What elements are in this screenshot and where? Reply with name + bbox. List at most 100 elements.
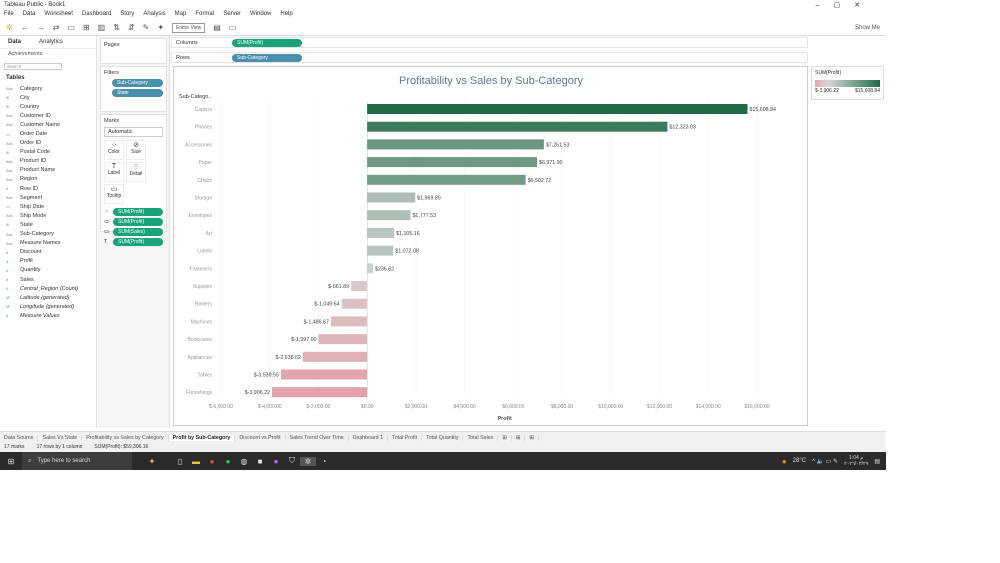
tab-data[interactable]: Data — [8, 39, 22, 45]
datasource-name[interactable]: Achievements — [8, 51, 43, 57]
field-discount[interactable]: # Discount — [6, 248, 90, 257]
bar-furnishings[interactable] — [272, 387, 368, 398]
new-dashboard-icon[interactable]: ⊞ — [512, 434, 526, 441]
field-city[interactable]: ⊕ City — [6, 93, 90, 102]
tray-icons[interactable]: ^ 🔈 ▭ ✎ — [812, 458, 839, 465]
field-sub-category[interactable]: Abc Sub-Category — [6, 230, 90, 239]
field-product-name[interactable]: Abc Product Name — [6, 166, 90, 175]
legend-gradient[interactable] — [815, 80, 880, 87]
sheet-tab-total-profit[interactable]: Total Profit — [388, 434, 423, 441]
menu-map[interactable]: Map — [174, 11, 187, 17]
field-customer-id[interactable]: Abc Customer ID — [6, 111, 90, 120]
field-segment[interactable]: Abc Segment — [6, 193, 90, 202]
sheet-tab-total-quantity[interactable]: Total Quantity — [422, 434, 464, 441]
field-category[interactable]: Abc Category — [6, 84, 90, 93]
menu-server[interactable]: Server — [223, 11, 242, 17]
menu-window[interactable]: Window — [250, 11, 272, 17]
columns-pill[interactable]: SUM(Profit) — [232, 38, 302, 47]
app-icon[interactable]: ● — [273, 456, 279, 466]
bar-phones[interactable] — [367, 121, 668, 132]
field-ship-mode[interactable]: Abc Ship Mode — [6, 211, 90, 220]
menu-story[interactable]: Story — [120, 11, 135, 17]
new-story-icon[interactable]: ⊞ — [525, 434, 539, 441]
task-view-icon[interactable]: ▯ — [177, 456, 183, 466]
mark-type-dropdown[interactable]: Automatic — [104, 127, 163, 137]
rows-pill[interactable]: Sub-Category — [232, 53, 302, 62]
menu-worksheet[interactable]: Worksheet — [44, 11, 73, 17]
bar-paper[interactable] — [367, 157, 538, 168]
pages-shelf[interactable]: Pages — [100, 38, 167, 64]
file-explorer-icon[interactable]: ▬ — [192, 456, 200, 466]
marks-pill[interactable]: SUM(Sales) — [113, 228, 163, 236]
field-longitude-generated-[interactable]: ⊕ Longitude (generated) — [6, 302, 90, 311]
weather-icon[interactable]: ● — [781, 456, 787, 466]
sort-asc-icon[interactable]: ⇅ — [113, 23, 120, 32]
menu-analysis[interactable]: Analysis — [143, 11, 166, 17]
menu-data[interactable]: Data — [22, 11, 36, 17]
field-quantity[interactable]: # Quantity — [6, 266, 90, 275]
bar-machines[interactable] — [330, 316, 368, 327]
window-controls[interactable]: –▢✕ — [815, 2, 874, 9]
bar-binders[interactable] — [341, 298, 368, 309]
field-customer-name[interactable]: Abc Customer Name — [6, 120, 90, 129]
clock[interactable]: 1:04 م ٢٠٢٦/٠٣/٢٩ — [844, 455, 868, 467]
sheet-tab-profitability-vs-sales-by-category[interactable]: Profitability vs Sales by Category — [82, 434, 169, 441]
presentation-icon[interactable]: ▭ — [228, 23, 237, 32]
bar-accessories[interactable] — [367, 139, 544, 150]
undo-icon[interactable]: ← — [20, 23, 29, 32]
filter-pill-sub-category[interactable]: Sub-Category — [112, 79, 163, 87]
bar-art[interactable] — [367, 227, 395, 238]
save-icon[interactable]: ▭ — [67, 23, 75, 32]
fit-dropdown[interactable]: Entire View — [172, 22, 206, 33]
highlight-icon[interactable]: ✎ — [142, 23, 150, 32]
field-state[interactable]: ⊕ State — [6, 220, 90, 229]
field-latitude-generated-[interactable]: ⊕ Latitude (generated) — [6, 293, 90, 302]
windows-start-icon[interactable]: ⊞ — [7, 456, 15, 466]
sheet-tab-sales-vs-state[interactable]: Sales Vs State — [38, 434, 83, 441]
field-postal-code[interactable]: ⊕ Postal Code — [6, 148, 90, 157]
notification-icon[interactable]: ▤ — [874, 458, 880, 465]
field-row-id[interactable]: # Row ID — [6, 184, 90, 193]
bar-fasteners[interactable] — [367, 263, 373, 274]
bar-envelopes[interactable] — [367, 210, 411, 221]
bar-chairs[interactable] — [367, 174, 526, 185]
redo-icon[interactable]: → — [36, 23, 45, 32]
marks-label-button[interactable]: T Label — [104, 162, 124, 182]
show-cards-icon[interactable]: ▤ — [213, 23, 221, 32]
field-search-input[interactable]: Search — [4, 63, 62, 70]
field-ship-date[interactable]: ▭ Ship Date — [6, 202, 90, 211]
bar-appliances[interactable] — [302, 351, 368, 362]
security-icon[interactable]: ⛉ — [289, 456, 295, 465]
field-product-id[interactable]: Abc Product ID — [6, 157, 90, 166]
bar-copiers[interactable] — [367, 104, 748, 114]
menu-file[interactable]: File — [4, 11, 14, 17]
sheet-tab-sales-trend-over-time[interactable]: Sales Trend Over Time — [286, 434, 349, 441]
marks-tooltip-button[interactable]: ▭ Tooltip — [104, 184, 124, 204]
clock-app-icon[interactable]: ◍ — [240, 456, 248, 466]
filter-pill-state[interactable]: State — [112, 89, 163, 97]
terminal-icon[interactable]: ■ — [257, 456, 263, 466]
field-order-date[interactable]: ▭ Order Date — [6, 129, 90, 138]
marks-pill[interactable]: SUM(Profit) — [113, 208, 163, 216]
bar-tables[interactable] — [280, 369, 368, 380]
sheet-tab-discount-vs-profit[interactable]: Discount vs Profit — [235, 434, 286, 441]
new-worksheet-icon[interactable]: ⊞ — [498, 434, 512, 441]
sort-desc-icon[interactable]: ⇵ — [127, 23, 135, 32]
widgets-icon[interactable]: ✦ — [148, 456, 156, 466]
pin-icon[interactable]: ✦ — [157, 23, 165, 32]
field-country[interactable]: ⊕ Country — [6, 102, 90, 111]
marks-size-button[interactable]: ⊘ Size — [126, 140, 146, 160]
field-measure-values[interactable]: # Measure Values — [6, 311, 90, 320]
new-sheet-icon[interactable]: ⊞ — [82, 23, 90, 32]
sheet-tab-data-source[interactable]: Data Source — [0, 434, 39, 441]
marks-pill[interactable]: SUM(Profit) — [113, 238, 163, 246]
menu-dashboard[interactable]: Dashboard — [81, 11, 112, 17]
bar-supplies[interactable] — [351, 281, 368, 291]
taskbar-search[interactable]: ⌕ Type here to search — [22, 452, 132, 470]
sheet-tab-total-sales[interactable]: Total Sales — [463, 434, 499, 441]
field-central-region-count-[interactable]: # Central_Region (Count) — [6, 284, 90, 293]
field-order-id[interactable]: Abc Order ID — [6, 139, 90, 148]
sheet-tab-dashboard-1[interactable]: Dashboard 1 — [349, 434, 389, 441]
marks-color-button[interactable]: ⁘ Color — [104, 140, 124, 160]
bar-bookcases[interactable] — [318, 334, 368, 345]
